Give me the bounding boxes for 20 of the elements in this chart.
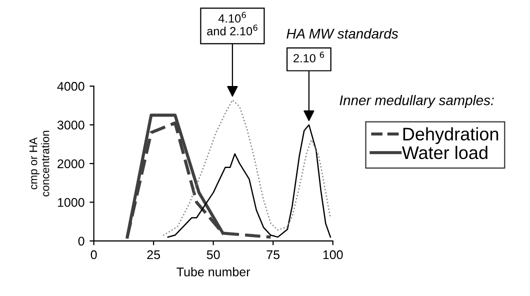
line-series <box>162 99 332 236</box>
legend-title: Inner medullary samples: <box>340 95 494 108</box>
y-axis-title: cmp or HA concentration <box>30 130 50 196</box>
x-tick-label: 50 <box>206 250 220 260</box>
legend-label: Water load <box>402 146 488 160</box>
x-tick-label: 75 <box>266 250 280 260</box>
y-tick-label: 0 <box>78 236 84 246</box>
y-tick-label: 4000 <box>57 82 84 91</box>
y-tick-label: 1000 <box>58 198 84 207</box>
x-axis-title: Tube number <box>176 267 250 276</box>
x-tick-label: 25 <box>147 250 160 260</box>
text: HA MW standards <box>286 28 398 39</box>
line-series <box>167 124 332 238</box>
y-tick-label: 3000 <box>57 120 84 130</box>
x-tick-label: 100 <box>323 250 343 260</box>
annotation: 4.10$^{6}$ and 2.10$^{6}$ <box>207 12 258 36</box>
y-tick-label: 2000 <box>58 159 84 168</box>
x-tick-label: 0 <box>90 250 97 260</box>
legend-label: Dehydration <box>403 127 498 144</box>
annotation: 2.10 $^{6}$ <box>294 52 324 62</box>
